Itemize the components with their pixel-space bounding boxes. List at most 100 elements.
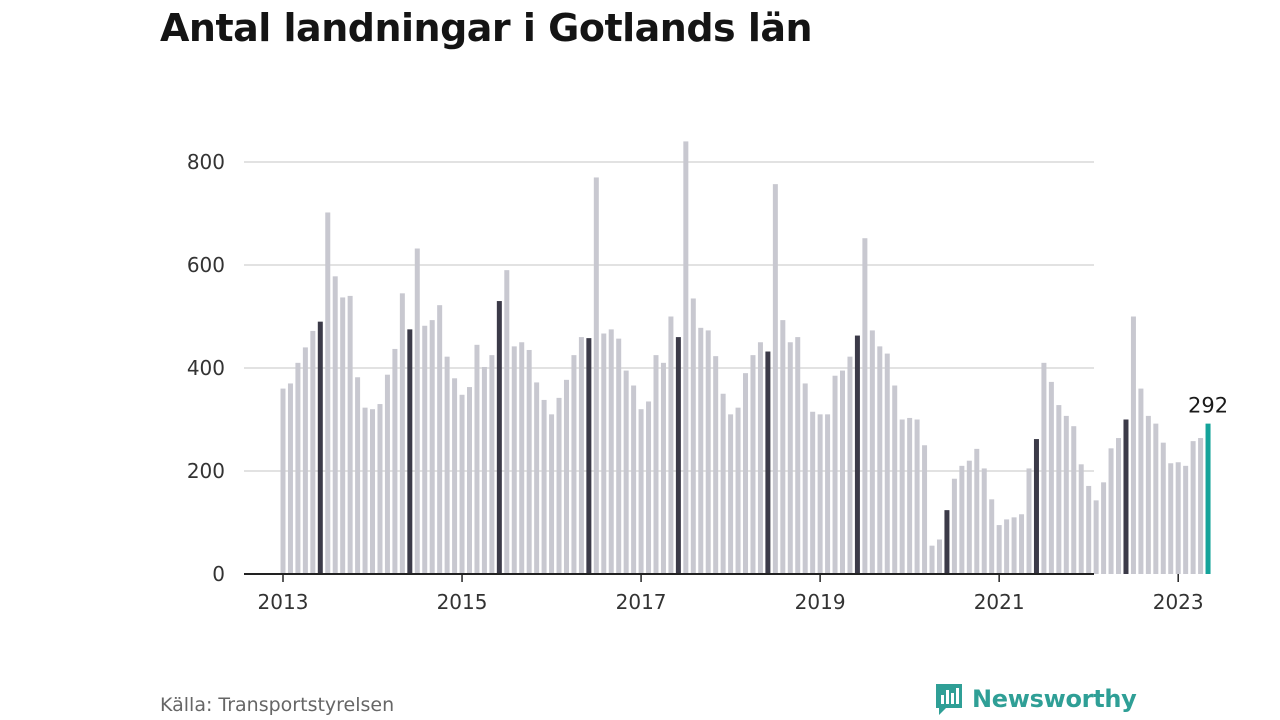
bar [340,297,346,574]
bar [825,414,831,574]
bar [683,141,689,574]
bar [392,348,398,574]
bar [504,270,510,574]
bar [496,301,502,574]
bar [795,337,801,574]
y-tick-label: 400 [187,356,225,380]
bar [1048,381,1054,574]
bar [1168,463,1174,574]
bar [810,411,816,574]
bar [1026,468,1032,574]
bar [444,356,450,574]
bar [608,329,614,575]
bar [1123,419,1129,574]
bar [437,305,443,574]
bar [787,342,793,574]
bar [1033,439,1039,574]
bar [370,409,376,574]
y-tick-label: 600 [187,253,225,277]
brand-logo[interactable]: Newsworthy [934,682,1137,716]
bar [854,335,860,574]
bar [899,419,905,574]
bar [817,414,823,574]
bar [743,373,749,574]
bar [690,298,696,574]
bar [765,351,771,574]
bar [407,329,413,575]
bar [705,330,711,574]
bar [347,295,353,574]
bar [832,375,838,574]
bar [974,448,980,574]
bar [646,401,652,574]
bar [534,382,540,574]
bar [675,337,681,574]
bar [698,327,704,574]
bar [989,499,995,574]
newsworthy-logo-icon [936,684,962,715]
bar [1071,426,1077,574]
bar [720,393,726,574]
bar [616,338,622,574]
bar [593,177,599,574]
x-tick-label: 2013 [258,590,309,614]
x-tick-label: 2023 [1153,590,1204,614]
bar [929,545,935,574]
bar [638,409,644,574]
bar [631,385,637,574]
bar [422,325,428,574]
bar [1078,464,1084,574]
bar [1108,448,1114,574]
bar [474,344,480,574]
bar [377,404,383,574]
x-tick-label: 2019 [795,590,846,614]
bar [907,417,913,574]
bar [847,356,853,574]
bar [877,346,883,574]
bar [944,510,950,574]
bar [519,342,525,574]
bar [772,184,778,574]
bar [959,465,965,574]
bar [840,370,845,574]
chart-title: Antal landningar i Gotlands län [160,6,813,50]
bar [1093,500,1099,574]
bar [802,383,808,574]
bar [481,366,487,574]
x-tick-label: 2017 [616,590,667,614]
annotations: 292 [1188,394,1228,418]
bar [317,321,323,574]
bar [728,414,734,574]
bar [1183,465,1189,574]
bar [295,362,301,574]
bar [1004,519,1010,574]
bar [556,397,562,574]
bar [1175,462,1181,574]
bar [526,349,532,574]
y-tick-label: 200 [187,459,225,483]
bar [1019,514,1025,574]
bar [325,212,331,574]
bar [862,238,868,574]
bar [1145,415,1151,574]
bar [1138,388,1144,574]
bar [332,276,338,574]
bar [384,374,390,574]
brand-name: Newsworthy [972,685,1137,713]
bar [780,320,786,574]
bar [586,338,592,574]
bar-chart: 0 200 400 600 800 2013 2015 2017 2019 2021 2023 29… [187,141,1228,614]
bar [966,460,972,574]
bar [310,330,316,574]
bar [563,379,569,574]
bar [362,407,368,574]
bar [302,347,308,574]
bar [914,419,920,574]
bar [399,293,405,574]
y-tick-label: 800 [187,150,225,174]
bar [981,468,987,574]
x-tick-label: 2015 [437,590,488,614]
bars [280,141,1211,575]
bar [601,333,607,574]
bar [1116,438,1122,574]
